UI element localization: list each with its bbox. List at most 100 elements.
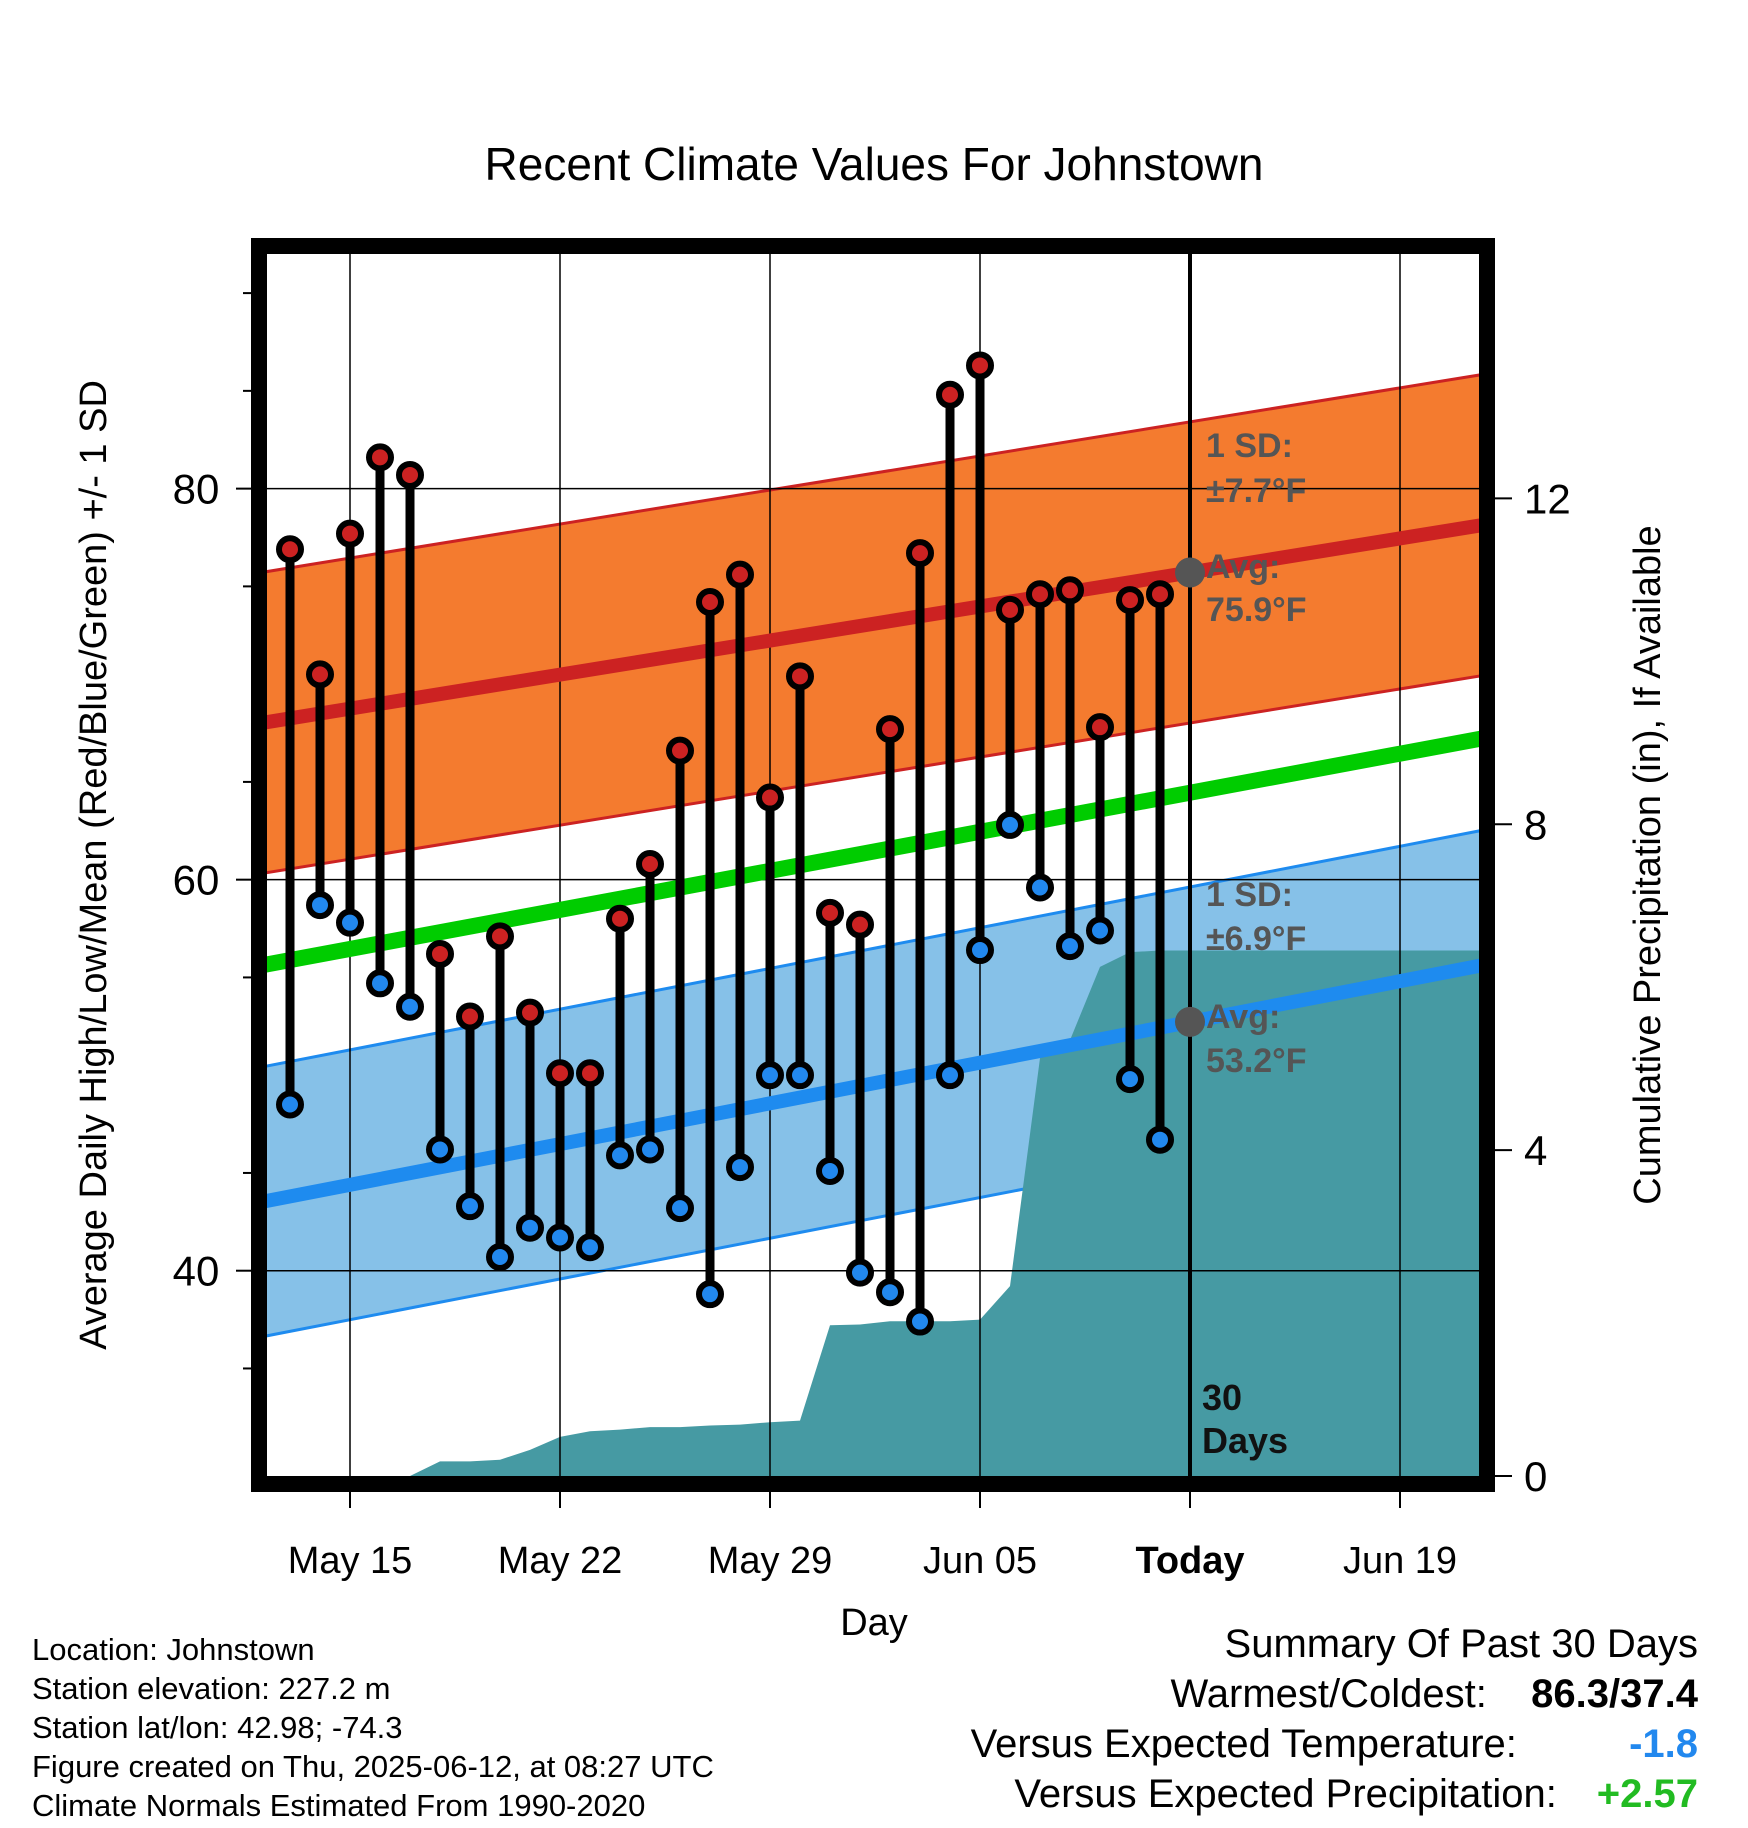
high-point bbox=[426, 939, 454, 968]
info-latlon: Station lat/lon: 42.98; -74.3 bbox=[32, 1710, 403, 1745]
high-point bbox=[696, 588, 724, 617]
plot-frame bbox=[251, 238, 1495, 1492]
low-point bbox=[456, 1192, 484, 1221]
annotation-value: 53.2°F bbox=[1206, 1042, 1307, 1080]
high-point bbox=[306, 660, 334, 689]
today-high-normal-marker bbox=[1175, 557, 1205, 588]
low-point bbox=[1116, 1065, 1144, 1094]
annotation-label: Avg: bbox=[1206, 998, 1280, 1036]
annotation-label: 1 SD: bbox=[1206, 427, 1293, 465]
low-point bbox=[1086, 916, 1114, 945]
summary-precip: Versus Expected Precipitation: +2.57 bbox=[1014, 1772, 1698, 1817]
x-tick-label: Today bbox=[1135, 1540, 1244, 1582]
x-tick-label: Jun 05 bbox=[923, 1540, 1037, 1582]
high-point bbox=[1056, 576, 1084, 605]
high-point bbox=[996, 595, 1024, 624]
low-point bbox=[546, 1223, 574, 1252]
low-point bbox=[366, 969, 394, 998]
low-point bbox=[696, 1280, 724, 1309]
high-point bbox=[1146, 580, 1174, 609]
high-point bbox=[876, 715, 904, 744]
today-days-number: 30 bbox=[1202, 1377, 1242, 1418]
low-point bbox=[1056, 932, 1084, 961]
x-tick-label: May 29 bbox=[708, 1540, 833, 1582]
low-point bbox=[966, 936, 994, 965]
low-point bbox=[936, 1061, 964, 1090]
high-point bbox=[756, 783, 784, 812]
info-elevation: Station elevation: 227.2 m bbox=[32, 1671, 391, 1706]
x-tick-label: May 15 bbox=[288, 1540, 413, 1582]
x-tick-label: May 22 bbox=[498, 1540, 623, 1582]
high-point bbox=[486, 922, 514, 951]
low-point bbox=[726, 1153, 754, 1182]
low-point bbox=[756, 1061, 784, 1090]
chart-title: Recent Climate Values For Johnstown bbox=[485, 138, 1264, 190]
y2-tick-label: 12 bbox=[1524, 475, 1571, 522]
plot-area: 1 SD: ±7.7°F Avg: 75.9°F 1 SD: ±6.9°F Avg: 53.2… bbox=[267, 254, 1479, 1476]
high-point bbox=[966, 351, 994, 380]
summary-warm-cold-label: Warmest/Coldest: bbox=[1170, 1672, 1487, 1716]
y-tick-label: 40 bbox=[173, 1248, 220, 1295]
high-point bbox=[456, 1002, 484, 1031]
high-point bbox=[576, 1059, 604, 1088]
low-point bbox=[636, 1135, 664, 1164]
today-low-normal-marker bbox=[1175, 1006, 1205, 1037]
summary-precip-label: Versus Expected Precipitation: bbox=[1014, 1772, 1557, 1816]
high-point bbox=[906, 539, 934, 568]
high-point bbox=[1086, 713, 1114, 742]
info-normals: Climate Normals Estimated From 1990-2020 bbox=[32, 1788, 646, 1823]
y2-tick-label: 0 bbox=[1524, 1453, 1547, 1500]
summary-precip-value: +2.57 bbox=[1596, 1772, 1698, 1816]
low-point bbox=[1026, 873, 1054, 902]
high-sd-band-upper bbox=[267, 373, 1479, 574]
summary-temp-value: -1.8 bbox=[1629, 1722, 1698, 1766]
today-days-label: Days bbox=[1202, 1420, 1288, 1461]
low-point bbox=[1146, 1125, 1174, 1154]
summary-temp: Versus Expected Temperature: -1.8 bbox=[971, 1722, 1698, 1767]
plot-content bbox=[267, 254, 1479, 1476]
avg-high-line bbox=[267, 518, 1479, 730]
x-axis-label: Day bbox=[840, 1602, 908, 1644]
low-point bbox=[426, 1135, 454, 1164]
low-point bbox=[996, 810, 1024, 839]
high-point bbox=[276, 535, 304, 564]
y2-axis-label: Cumulative Precipitation (in), If Availa… bbox=[1627, 525, 1669, 1204]
y-axis-label: Average Daily High/Low/Mean (Red/Blue/Gr… bbox=[73, 380, 115, 1350]
annotation-label: 1 SD: bbox=[1206, 876, 1293, 914]
x-tick-label: Jun 19 bbox=[1343, 1540, 1457, 1582]
high-point bbox=[1116, 586, 1144, 615]
low-point bbox=[276, 1090, 304, 1119]
annotation-value: ±6.9°F bbox=[1206, 920, 1306, 958]
low-point bbox=[666, 1194, 694, 1223]
low-point bbox=[396, 992, 424, 1021]
low-point bbox=[786, 1061, 814, 1090]
annotation-value: 75.9°F bbox=[1206, 591, 1307, 629]
low-point bbox=[906, 1307, 934, 1336]
high-point bbox=[546, 1059, 574, 1088]
high-point bbox=[666, 736, 694, 765]
low-point bbox=[486, 1243, 514, 1272]
y-tick-label: 80 bbox=[173, 466, 220, 513]
summary-warm-cold: Warmest/Coldest: 86.3/37.4 bbox=[1171, 1672, 1699, 1717]
low-point bbox=[576, 1233, 604, 1262]
low-point bbox=[816, 1156, 844, 1185]
high-point bbox=[1026, 580, 1054, 609]
high-point bbox=[786, 662, 814, 691]
axes: 40 60 80 0 4 8 12 May 15 May 22 May 29 Jun 05 Today… bbox=[173, 292, 1571, 1582]
low-point bbox=[606, 1141, 634, 1170]
high-point bbox=[936, 380, 964, 409]
avg-low-line bbox=[267, 958, 1479, 1209]
summary-temp-label: Versus Expected Temperature: bbox=[970, 1722, 1517, 1766]
annotation-value: ±7.7°F bbox=[1206, 472, 1306, 510]
low-point bbox=[516, 1213, 544, 1242]
precip-area bbox=[267, 950, 1479, 1476]
high-point bbox=[636, 850, 664, 879]
high-point bbox=[396, 460, 424, 489]
y-tick-label: 60 bbox=[173, 857, 220, 904]
low-point bbox=[876, 1278, 904, 1307]
low-point bbox=[306, 891, 334, 920]
high-point bbox=[336, 519, 364, 548]
annotation-label: Avg: bbox=[1206, 548, 1280, 586]
high-point bbox=[816, 898, 844, 927]
